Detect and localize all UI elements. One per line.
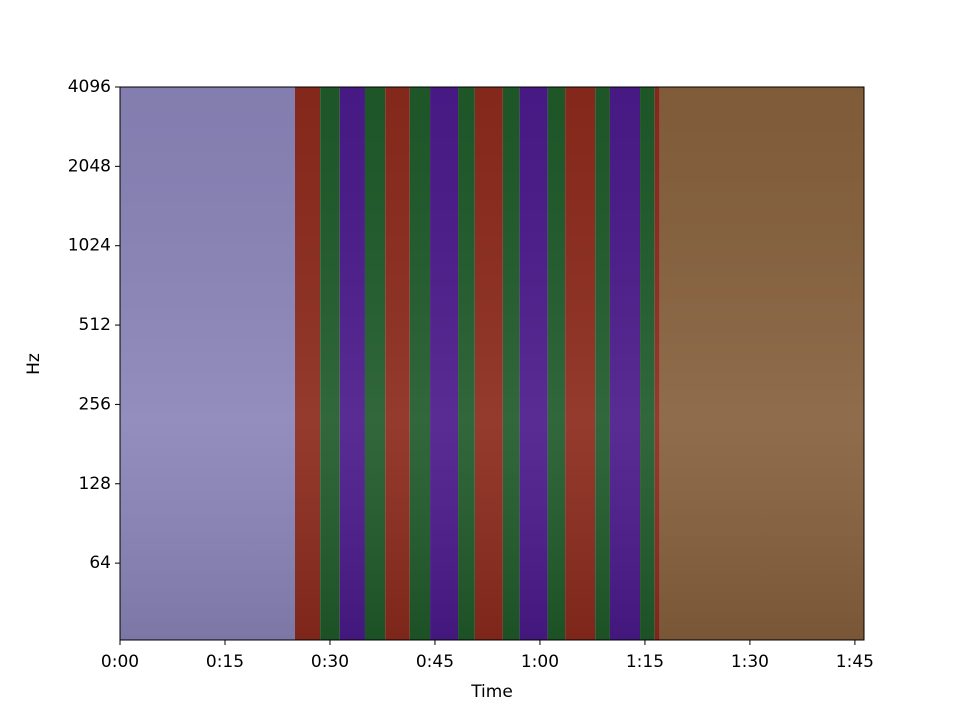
x-tick-label: 0:15: [206, 652, 244, 672]
y-tick-label: 4096: [68, 77, 111, 97]
x-tick-label: 1:15: [626, 652, 664, 672]
y-axis-label: Hz: [24, 353, 44, 375]
y-tick-label: 512: [79, 315, 111, 335]
x-tick-label: 0:00: [101, 652, 139, 672]
y-tick-label: 2048: [68, 156, 111, 176]
y-tick-label: 64: [89, 553, 111, 573]
y-tick-label: 1024: [68, 236, 111, 256]
shade: [120, 87, 864, 640]
x-tick-label: 1:30: [731, 652, 769, 672]
x-axis-label: Time: [470, 682, 513, 702]
x-tick-label: 0:45: [416, 652, 454, 672]
x-tick-label: 1:00: [521, 652, 559, 672]
y-tick-label: 256: [79, 394, 111, 414]
x-tick-label: 1:45: [836, 652, 874, 672]
y-tick-label: 128: [79, 474, 111, 494]
axes-frame: [119, 86, 865, 641]
x-tick-label: 0:30: [311, 652, 349, 672]
